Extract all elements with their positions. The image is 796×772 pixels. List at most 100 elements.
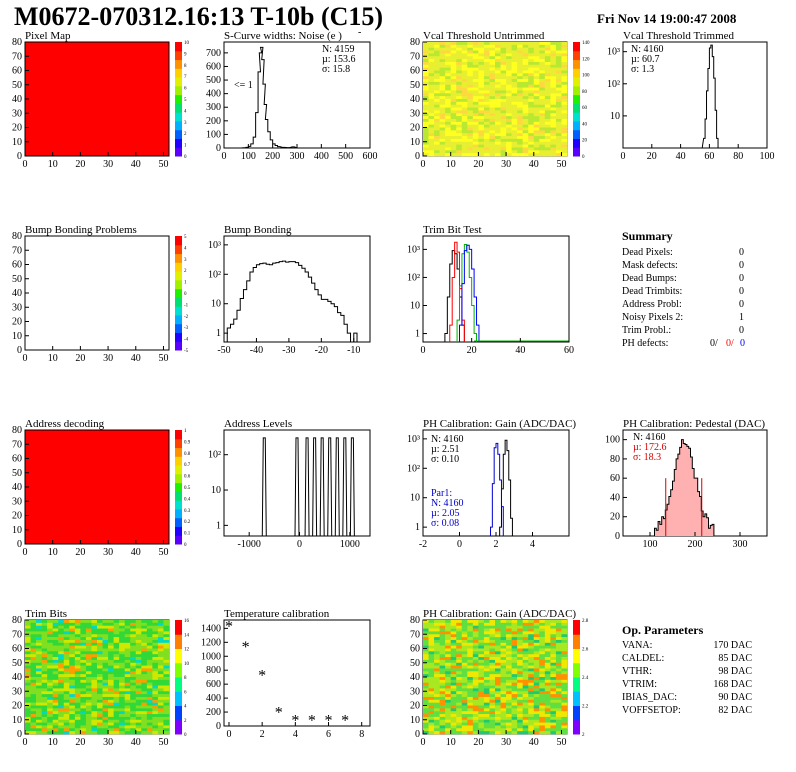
heatmap-cell — [544, 694, 551, 698]
heatmap-cell — [500, 124, 507, 128]
heatmap-cell — [522, 716, 529, 721]
heatmap-cell — [102, 668, 109, 672]
y-tick-label: 10 — [12, 715, 22, 726]
heatmap-cell — [41, 622, 48, 626]
heatmap-cell — [157, 639, 164, 644]
ph-defects-label: PH defects: — [622, 338, 668, 349]
heatmap-cell — [472, 702, 479, 706]
x-tick-label: 40 — [529, 737, 539, 748]
heatmap-cell — [450, 662, 457, 666]
heatmap-cell — [506, 121, 512, 125]
heatmap-cell — [506, 634, 512, 638]
page-title: M0672-070312.16:13 T-10b (C15) — [14, 2, 383, 31]
heatmap-cell — [533, 81, 540, 86]
heatmap-cell — [428, 651, 435, 655]
palette-segment — [175, 691, 182, 706]
heatmap-cell — [113, 654, 120, 658]
heatmap-cell — [74, 671, 81, 675]
heatmap-cell — [456, 61, 463, 66]
heatmap-cell — [423, 42, 429, 46]
heatmap-cell — [522, 90, 529, 94]
heatmap-cell — [517, 50, 523, 54]
heatmap-cell — [506, 67, 512, 71]
heatmap-cell — [41, 631, 48, 635]
heatmap-cell — [439, 694, 446, 698]
heatmap-cell — [500, 64, 507, 68]
heatmap-cell — [141, 682, 148, 686]
heatmap-cell — [472, 107, 479, 111]
heatmap-cell — [456, 639, 463, 644]
heatmap-cell — [511, 47, 518, 51]
heatmap-cell — [434, 130, 440, 134]
heatmap-cell — [97, 625, 103, 629]
heatmap-cell — [119, 654, 125, 658]
heatmap-cell — [102, 696, 109, 701]
heatmap-cell — [544, 101, 551, 105]
heatmap-cell — [146, 671, 153, 675]
heatmap-cell — [478, 688, 485, 692]
y-tick-label: 20 — [12, 701, 22, 712]
heatmap-cell — [478, 668, 485, 672]
heatmap-cell — [533, 685, 540, 689]
heatmap-cell — [483, 130, 490, 134]
heatmap-cell — [472, 694, 479, 698]
heatmap-cell — [517, 118, 523, 123]
heatmap-cell — [25, 719, 31, 723]
heatmap-cell — [91, 620, 98, 624]
heatmap-cell — [467, 714, 474, 718]
heatmap-cell — [522, 99, 529, 103]
heatmap-cell — [478, 153, 485, 157]
heatmap-cell — [506, 671, 512, 675]
heatmap-cell — [141, 645, 148, 649]
heatmap-cell — [47, 620, 53, 624]
palette-label: 0.7 — [184, 463, 191, 468]
y-tick-label: 60 — [410, 644, 420, 655]
heatmap-cell — [561, 61, 568, 66]
heatmap-cell — [539, 76, 546, 80]
heatmap-cell — [550, 682, 557, 686]
heatmap-cell — [63, 662, 70, 666]
heatmap-cell — [91, 651, 98, 655]
heatmap-cell — [539, 625, 546, 629]
heatmap-cell — [500, 107, 507, 111]
heatmap-cell — [522, 659, 529, 664]
palette-segment — [175, 59, 182, 69]
op-param-value: 170 DAC — [713, 640, 752, 651]
y-tick-label: 40 — [12, 94, 22, 105]
heatmap-cell — [522, 688, 529, 692]
heatmap-cell — [63, 668, 70, 672]
x-tick-label: 2 — [260, 729, 265, 740]
heatmap-cell — [506, 76, 512, 80]
heatmap-cell — [511, 144, 518, 148]
heatmap-cell — [130, 642, 137, 646]
heatmap-cell — [163, 674, 170, 678]
heatmap-cell — [511, 708, 518, 712]
heatmap-cell — [461, 642, 468, 646]
heatmap-cell — [41, 688, 48, 692]
heatmap-cell — [478, 96, 485, 100]
heatmap-cell — [456, 674, 463, 678]
heatmap-cell — [80, 685, 87, 689]
heatmap-cell — [489, 93, 496, 97]
heatmap-cell — [69, 682, 76, 686]
heatmap-cell — [456, 84, 463, 88]
heatmap-cell — [423, 56, 429, 60]
heatmap-cell — [439, 110, 446, 114]
heatmap-cell — [456, 138, 463, 143]
heatmap-cell — [130, 694, 137, 698]
heatmap-cell — [517, 84, 523, 88]
heatmap-cell — [135, 659, 142, 664]
heatmap-cell — [533, 133, 540, 137]
heatmap-cell — [528, 61, 535, 66]
heatmap-cell — [456, 99, 463, 103]
y-tick-label: 40 — [12, 288, 22, 299]
heatmap-cell — [445, 634, 451, 638]
heatmap-cell — [456, 56, 463, 60]
heatmap-cell — [561, 118, 568, 123]
heatmap-cell — [130, 659, 137, 664]
x-tick-label: 10 — [48, 353, 58, 364]
heatmap-cell — [472, 654, 479, 658]
y-tick-label: 70 — [12, 245, 22, 256]
heatmap-cell — [517, 699, 523, 703]
